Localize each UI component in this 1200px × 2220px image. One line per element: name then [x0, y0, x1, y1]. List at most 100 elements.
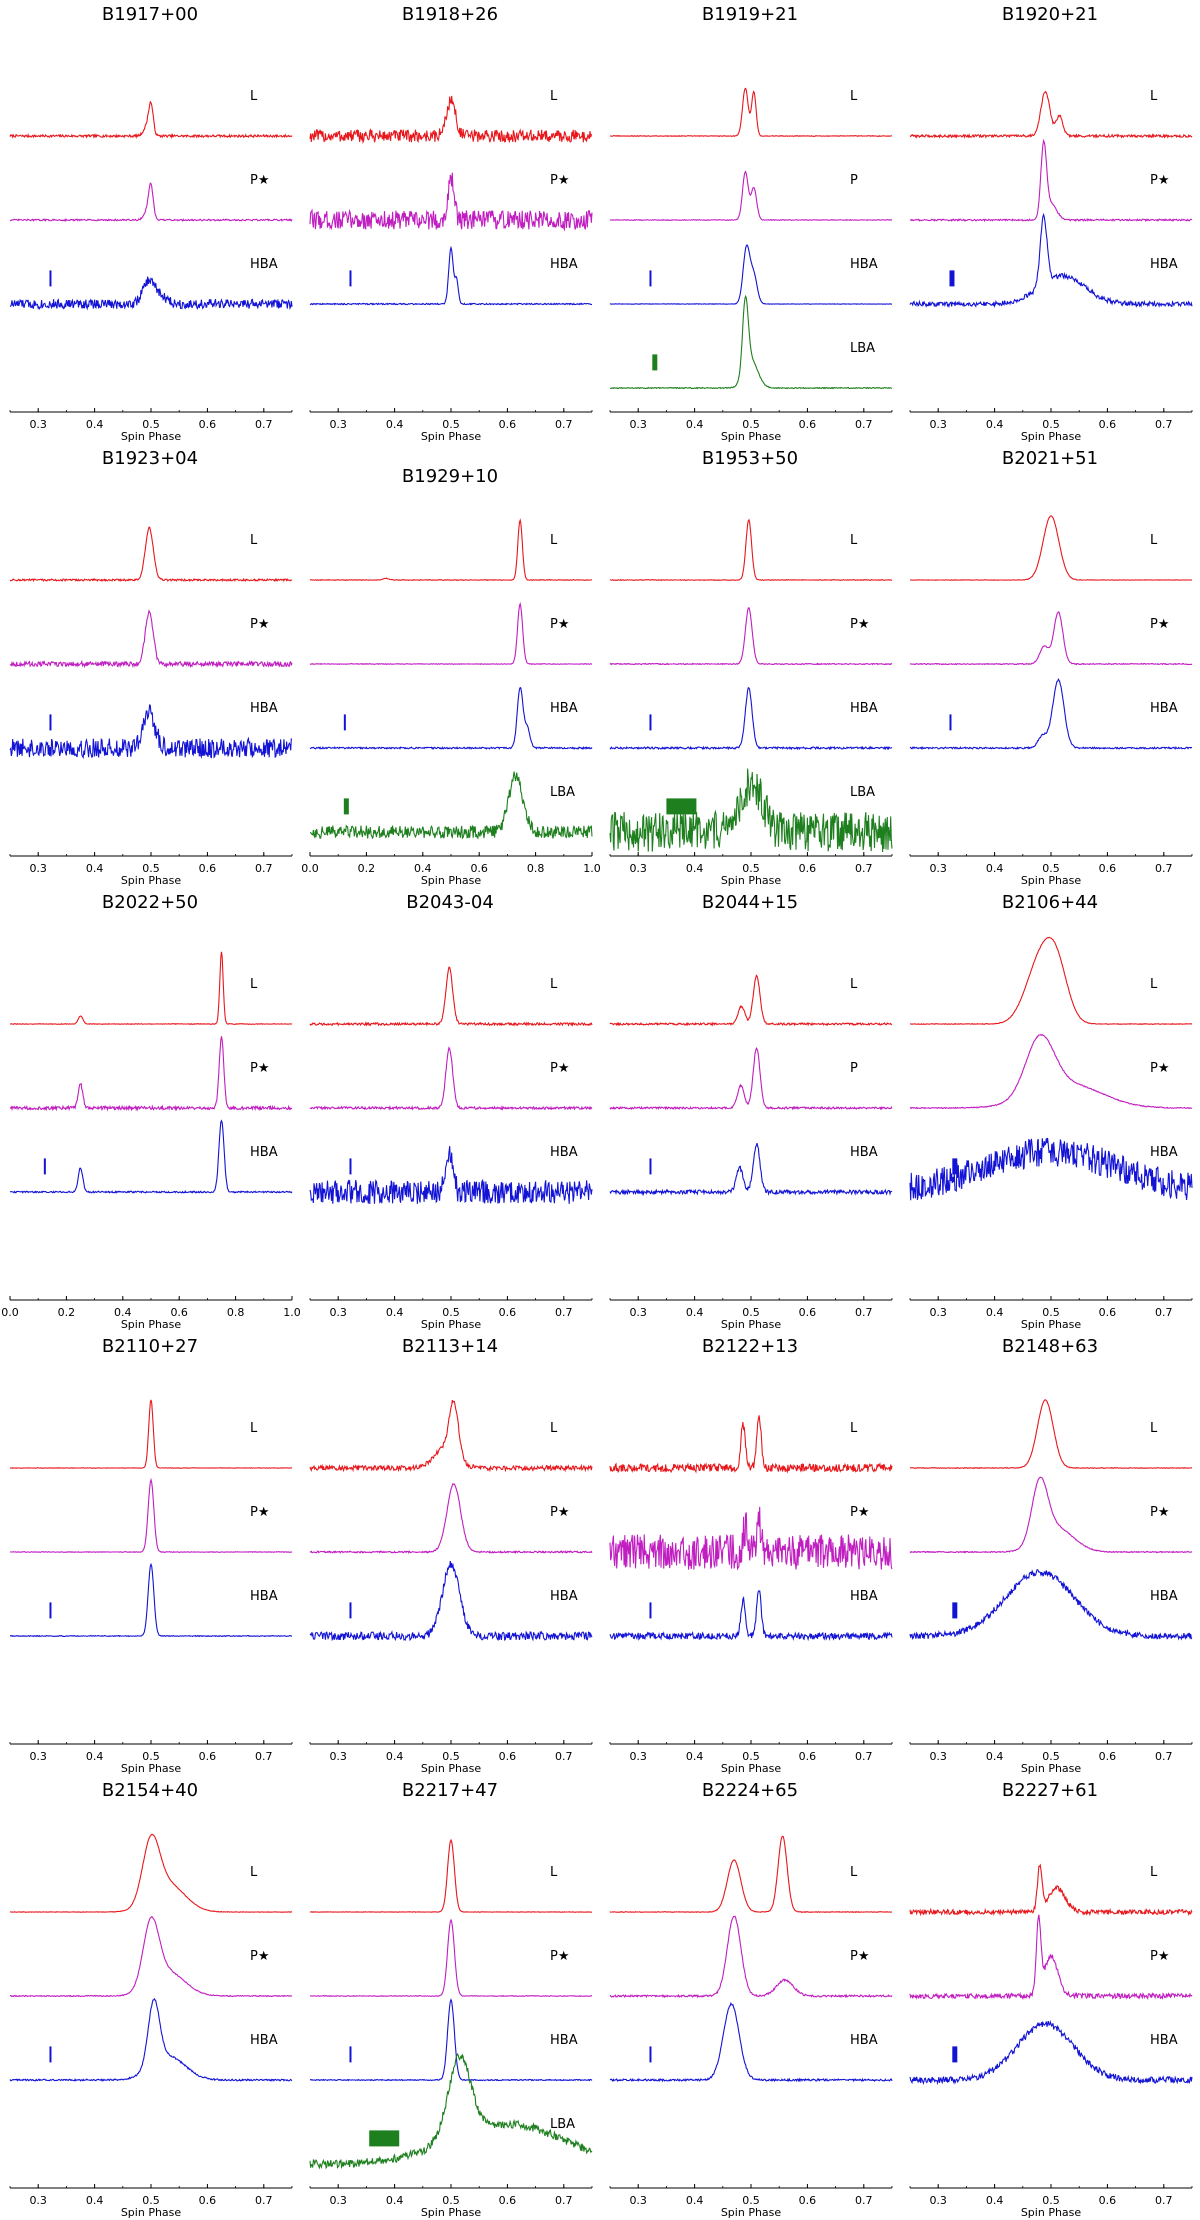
profile-trace-hba: [9, 1119, 293, 1194]
x-tick-label: 0.3: [629, 418, 647, 431]
panel-title: B1923+04: [101, 448, 199, 469]
profile-trace-hba: [609, 687, 893, 751]
x-axis-label: Spin Phase: [721, 430, 782, 443]
profile-trace-p: [909, 1033, 1192, 1110]
profile-plot: 0.3 0.4 0.5 0.6 0.7 Spin Phase L P HBA LBA: [609, 87, 893, 443]
series-label: P★: [550, 173, 570, 188]
x-tick-label: 0.0: [1, 1306, 19, 1319]
profile-plot: 0.3 0.4 0.5 0.6 0.7 Spin Phase L P★ HBA: [909, 936, 1193, 1331]
series-label: L: [250, 89, 258, 104]
x-tick-label: 0.4: [686, 1750, 704, 1763]
series-label: HBA: [550, 257, 578, 272]
pulsar-panel: B1929+10 0.0 0.2 0.4 0.6 0.8 1.0 Spin Phase L P★ H…: [300, 444, 601, 888]
pulsar-panel: B2022+50 0.0 0.2 0.4 0.6 0.8 1.0 Spin Phase L P★ H…: [0, 888, 301, 1332]
series-label: HBA: [550, 701, 578, 716]
profile-trace-l: [9, 100, 293, 140]
resolution-bar: [349, 270, 352, 287]
profile-trace-l: [9, 1833, 293, 1913]
resolution-bar: [43, 1158, 46, 1175]
resolution-bar: [343, 798, 349, 815]
profile-trace-l: [309, 95, 593, 144]
x-tick-label: 0.4: [686, 2194, 704, 2207]
profile-trace-p: [9, 1916, 293, 1998]
profile-trace-l: [910, 1399, 1192, 1470]
resolution-bar: [949, 714, 952, 731]
x-tick-label: 0.3: [629, 862, 647, 875]
series-label: L: [850, 1865, 858, 1880]
series-label: P★: [1150, 1505, 1170, 1520]
series-label: P★: [550, 1505, 570, 1520]
resolution-bar: [349, 2046, 352, 2063]
x-tick-label: 0.5: [742, 418, 760, 431]
x-tick-label: 1.0: [283, 1306, 301, 1319]
series-label: HBA: [250, 701, 278, 716]
x-tick-label: 0.5: [142, 862, 160, 875]
panel-title: B2022+50: [101, 892, 199, 913]
profile-plot: 0.3 0.4 0.5 0.6 0.7 Spin Phase L P★ HBA: [9, 1833, 293, 2219]
x-tick-label: 0.6: [1099, 862, 1117, 875]
x-axis-label: Spin Phase: [721, 1318, 782, 1331]
resolution-bar: [952, 2046, 958, 2063]
pulsar-panel: B2110+27 0.3 0.4 0.5 0.6 0.7 Spin Phase L P★ HBA: [0, 1332, 300, 1776]
x-tick-label: 0.5: [742, 2194, 760, 2207]
profile-trace-hba: [909, 1569, 1193, 1641]
series-label: L: [250, 533, 258, 548]
series-label: HBA: [550, 1589, 578, 1604]
series-label: L: [250, 1421, 258, 1436]
pulsar-panel: B2021+51 0.3 0.4 0.5 0.6 0.7 Spin Phase L P★ HBA: [900, 444, 1200, 888]
series-label: HBA: [850, 2033, 878, 2048]
x-tick-label: 0.4: [986, 862, 1004, 875]
x-tick-label: 0.3: [929, 418, 947, 431]
series-label: HBA: [850, 701, 878, 716]
series-label: HBA: [250, 2033, 278, 2048]
x-tick-label: 0.4: [386, 418, 404, 431]
series-label: L: [550, 89, 558, 104]
profile-trace-hba: [309, 1998, 593, 2082]
x-axis-label: Spin Phase: [721, 2206, 782, 2219]
series-label: HBA: [850, 1145, 878, 1160]
series-label: LBA: [550, 2117, 575, 2132]
x-tick-label: 0.3: [929, 1306, 947, 1319]
profile-plot: 0.3 0.4 0.5 0.6 0.7 Spin Phase L P★ HBA: [9, 1399, 293, 1775]
pulsar-panel: B1919+21 0.3 0.4 0.5 0.6 0.7 Spin Phase L P HBA LB…: [600, 0, 900, 444]
pulsar-panel: B2044+15 0.3 0.4 0.5 0.6 0.7 Spin Phase L P HBA: [600, 888, 900, 1332]
resolution-bar: [49, 714, 52, 731]
profile-trace-hba: [9, 704, 293, 760]
x-tick-label: 0.6: [799, 418, 817, 431]
x-tick-label: 0.5: [742, 1306, 760, 1319]
x-tick-label: 0.6: [199, 2194, 217, 2207]
x-tick-label: 0.7: [1155, 862, 1173, 875]
series-label: P★: [850, 1949, 870, 1964]
x-axis-label: Spin Phase: [421, 1318, 482, 1331]
series-label: P★: [250, 617, 270, 632]
profile-plot: 0.3 0.4 0.5 0.6 0.7 Spin Phase L P★ HBA: [609, 1415, 893, 1775]
x-tick-label: 0.8: [227, 1306, 245, 1319]
profile-plot: 0.3 0.4 0.5 0.6 0.7 Spin Phase L P★ HBA: [909, 1863, 1193, 2219]
panel-title: B1953+50: [701, 448, 799, 469]
series-label: HBA: [250, 1589, 278, 1604]
profile-trace-l: [309, 966, 593, 1027]
profile-trace-lba: [310, 771, 593, 840]
series-label: P★: [550, 1949, 570, 1964]
series-label: L: [1150, 89, 1158, 104]
x-axis-label: Spin Phase: [421, 2206, 482, 2219]
x-tick-label: 0.6: [1099, 418, 1117, 431]
pulsar-panel: B1920+21 0.3 0.4 0.5 0.6 0.7 Spin Phase L P★ HBA: [900, 0, 1200, 444]
profile-trace-hba: [609, 1142, 893, 1197]
profile-trace-p: [609, 1506, 893, 1571]
x-tick-label: 0.5: [142, 1750, 160, 1763]
x-tick-label: 0.6: [499, 418, 517, 431]
x-tick-label: 0.7: [255, 1750, 273, 1763]
x-axis-label: Spin Phase: [1021, 430, 1082, 443]
resolution-bar: [949, 270, 955, 287]
series-label: P★: [550, 1061, 570, 1076]
x-tick-label: 0.2: [58, 1306, 76, 1319]
profile-trace-hba: [609, 244, 893, 305]
series-label: L: [250, 977, 258, 992]
x-tick-label: 0.5: [1042, 1306, 1060, 1319]
series-label: HBA: [850, 257, 878, 272]
resolution-bar: [349, 1602, 352, 1619]
x-tick-label: 0.3: [29, 418, 47, 431]
x-tick-label: 0.7: [255, 862, 273, 875]
